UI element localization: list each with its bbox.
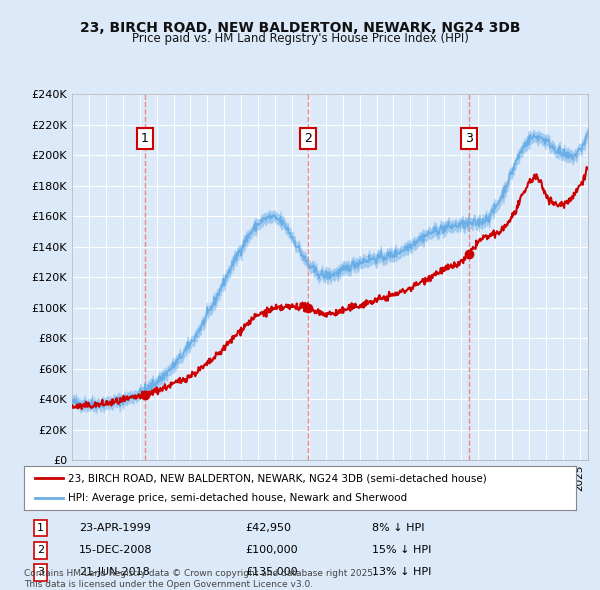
Text: 8% ↓ HPI: 8% ↓ HPI <box>372 523 424 533</box>
Text: 3: 3 <box>465 132 473 145</box>
Text: 23, BIRCH ROAD, NEW BALDERTON, NEWARK, NG24 3DB (semi-detached house): 23, BIRCH ROAD, NEW BALDERTON, NEWARK, N… <box>68 474 487 483</box>
Text: 23, BIRCH ROAD, NEW BALDERTON, NEWARK, NG24 3DB: 23, BIRCH ROAD, NEW BALDERTON, NEWARK, N… <box>80 21 520 35</box>
Text: Contains HM Land Registry data © Crown copyright and database right 2025.
This d: Contains HM Land Registry data © Crown c… <box>24 569 376 589</box>
Text: £100,000: £100,000 <box>245 545 298 555</box>
Text: 1: 1 <box>141 132 149 145</box>
Text: 2: 2 <box>37 545 44 555</box>
Text: Price paid vs. HM Land Registry's House Price Index (HPI): Price paid vs. HM Land Registry's House … <box>131 32 469 45</box>
Text: £42,950: £42,950 <box>245 523 291 533</box>
Text: 15% ↓ HPI: 15% ↓ HPI <box>372 545 431 555</box>
Text: 21-JUN-2018: 21-JUN-2018 <box>79 568 150 577</box>
Text: 3: 3 <box>37 568 44 577</box>
Text: 13% ↓ HPI: 13% ↓ HPI <box>372 568 431 577</box>
Text: 2: 2 <box>304 132 312 145</box>
Text: HPI: Average price, semi-detached house, Newark and Sherwood: HPI: Average price, semi-detached house,… <box>68 493 407 503</box>
Text: 23-APR-1999: 23-APR-1999 <box>79 523 151 533</box>
Text: 15-DEC-2008: 15-DEC-2008 <box>79 545 152 555</box>
Text: £135,000: £135,000 <box>245 568 298 577</box>
Text: 1: 1 <box>37 523 44 533</box>
